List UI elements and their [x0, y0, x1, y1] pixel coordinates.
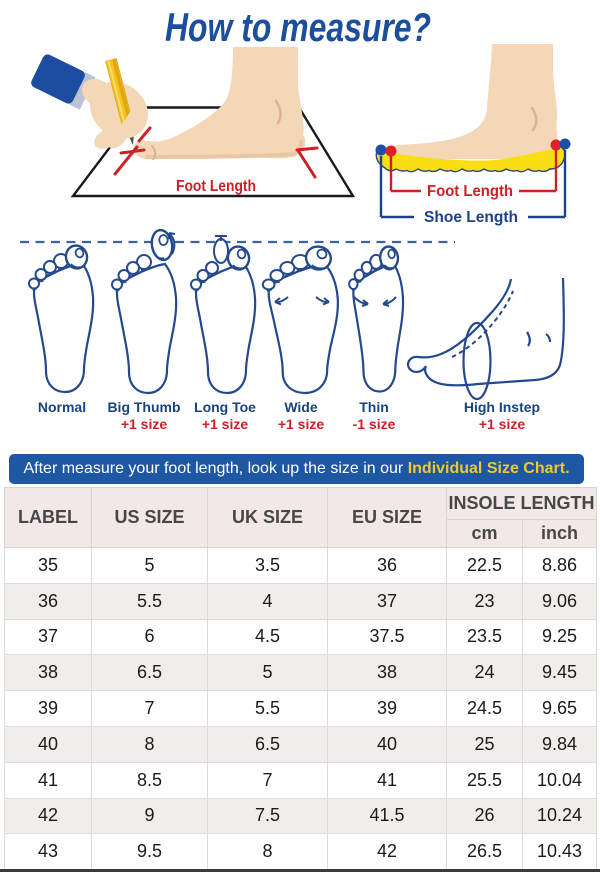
svg-text:+1 size: +1 size	[278, 416, 325, 432]
svg-text:-1 size: -1 size	[353, 416, 396, 432]
svg-text:+1 size: +1 size	[202, 416, 249, 432]
svg-text:Thin: Thin	[359, 399, 389, 415]
svg-text:High Instep: High Instep	[464, 399, 540, 415]
svg-text:Foot Length: Foot Length	[427, 183, 513, 200]
svg-text:Long Toe: Long Toe	[194, 399, 256, 415]
svg-text:+1 size: +1 size	[479, 416, 526, 432]
svg-text:Wide: Wide	[284, 399, 318, 415]
svg-text:+1 size: +1 size	[121, 416, 168, 432]
svg-text:Normal: Normal	[38, 399, 86, 415]
svg-text:Big Thumb: Big Thumb	[107, 399, 180, 415]
svg-text:Shoe Length: Shoe Length	[424, 209, 518, 226]
svg-text:How to measure?: How to measure?	[165, 6, 431, 50]
svg-text:Foot Length: Foot Length	[176, 178, 256, 195]
